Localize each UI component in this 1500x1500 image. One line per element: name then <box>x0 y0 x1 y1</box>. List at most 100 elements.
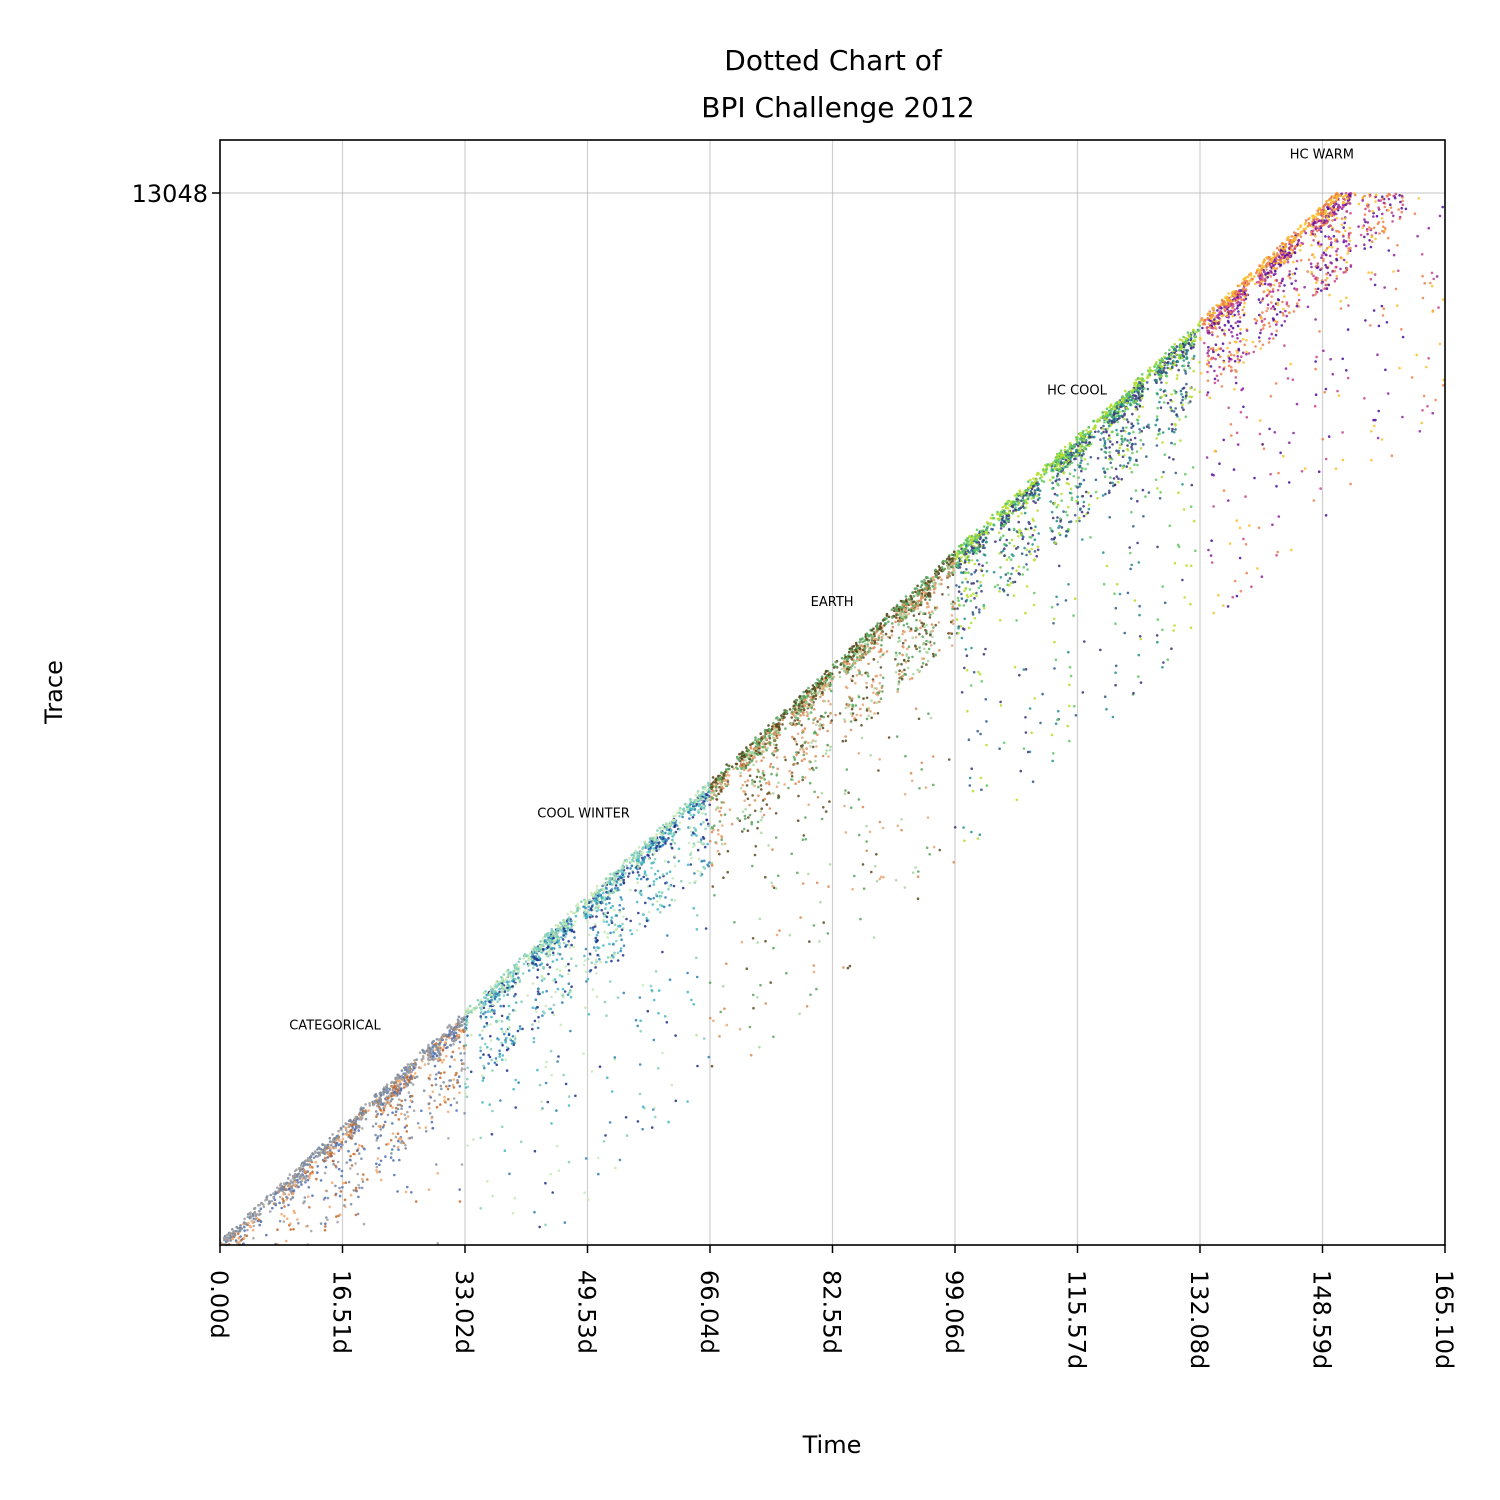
event-dot <box>778 929 781 932</box>
event-dot <box>309 1172 312 1175</box>
event-dot <box>1275 313 1279 316</box>
event-dot <box>671 838 674 842</box>
event-dot <box>890 629 894 633</box>
event-dot <box>655 849 658 852</box>
event-dot <box>975 594 978 598</box>
event-dot <box>361 1177 364 1181</box>
event-dot <box>330 1143 333 1147</box>
event-dot <box>349 1202 353 1206</box>
event-dot <box>487 1062 490 1065</box>
event-dot <box>1376 353 1379 357</box>
event-dot <box>1322 349 1325 353</box>
event-dot <box>1012 544 1016 548</box>
event-dot <box>549 942 553 945</box>
event-dot <box>599 960 602 964</box>
event-dot <box>291 1196 295 1199</box>
event-dot <box>466 1144 469 1147</box>
event-dot <box>902 624 906 627</box>
event-dot <box>1138 613 1141 617</box>
event-dot <box>1392 214 1395 218</box>
event-dot <box>538 1225 541 1229</box>
event-dot <box>1161 666 1164 669</box>
event-dot <box>670 1083 674 1087</box>
event-dot <box>558 953 562 956</box>
event-dot <box>843 669 846 673</box>
event-dot <box>1069 487 1073 491</box>
event-dot <box>695 975 699 979</box>
event-dot <box>1290 252 1294 255</box>
event-dot <box>775 756 779 759</box>
event-dot <box>1133 436 1137 440</box>
event-dot <box>815 745 818 748</box>
event-dot <box>287 1193 291 1196</box>
event-dot <box>1012 554 1015 557</box>
event-dot <box>1291 248 1294 252</box>
event-dot <box>931 629 934 633</box>
event-dot <box>1220 328 1224 332</box>
event-dot <box>857 798 861 801</box>
event-dot <box>1003 542 1006 546</box>
event-dot <box>965 568 968 571</box>
event-dot <box>253 1220 256 1224</box>
event-dot <box>920 761 924 765</box>
event-dot <box>646 853 649 857</box>
event-dot <box>655 877 658 881</box>
event-dot <box>641 1127 644 1131</box>
event-dot <box>608 942 611 946</box>
event-dot <box>1170 441 1173 445</box>
event-dot <box>1052 617 1056 621</box>
event-dot <box>531 1027 534 1031</box>
event-dot <box>816 733 819 737</box>
event-dot <box>1020 512 1023 515</box>
event-dot <box>1026 528 1029 531</box>
event-dot <box>1276 550 1279 554</box>
event-dot <box>1078 516 1081 520</box>
event-dot <box>1398 366 1401 370</box>
event-dot <box>1372 215 1375 218</box>
event-dot <box>483 1025 486 1028</box>
event-dot <box>744 764 748 767</box>
event-dot <box>479 1207 483 1210</box>
event-dot <box>828 684 832 688</box>
event-dot <box>1190 483 1194 487</box>
event-dot <box>590 908 593 912</box>
event-dot <box>531 951 535 954</box>
event-dot <box>1108 440 1112 443</box>
event-dot <box>1078 485 1081 488</box>
event-dot <box>1146 387 1150 391</box>
event-dot <box>921 662 925 665</box>
event-dot <box>375 1139 379 1142</box>
event-dot <box>1340 257 1344 260</box>
event-dot <box>376 1170 379 1174</box>
event-dot <box>1374 200 1377 203</box>
event-dot <box>1401 203 1405 207</box>
event-dot <box>776 874 780 878</box>
event-dot <box>1184 372 1188 375</box>
event-dot <box>439 1076 442 1079</box>
event-dot <box>829 745 832 749</box>
event-dot <box>715 798 719 801</box>
event-dot <box>382 1109 386 1112</box>
event-dot <box>667 1120 670 1124</box>
event-dot <box>822 715 825 719</box>
event-dot <box>710 1064 714 1068</box>
event-dot <box>1174 471 1178 475</box>
event-dot <box>1028 535 1032 539</box>
event-dot <box>493 997 497 1001</box>
event-dot <box>917 870 920 873</box>
event-dot <box>315 1177 318 1181</box>
event-dot <box>1370 240 1374 243</box>
event-dot <box>639 877 643 881</box>
event-dot <box>627 875 630 878</box>
event-dot <box>636 877 639 881</box>
event-dot <box>482 1006 486 1010</box>
event-dot <box>361 1127 364 1130</box>
event-dot <box>341 1137 345 1141</box>
event-dot <box>1372 424 1376 428</box>
event-dot <box>998 552 1001 555</box>
event-dot <box>1363 247 1366 250</box>
event-dot <box>534 998 538 1001</box>
event-dot <box>324 1225 327 1228</box>
event-dot <box>1189 346 1193 350</box>
event-dot <box>378 1163 381 1167</box>
